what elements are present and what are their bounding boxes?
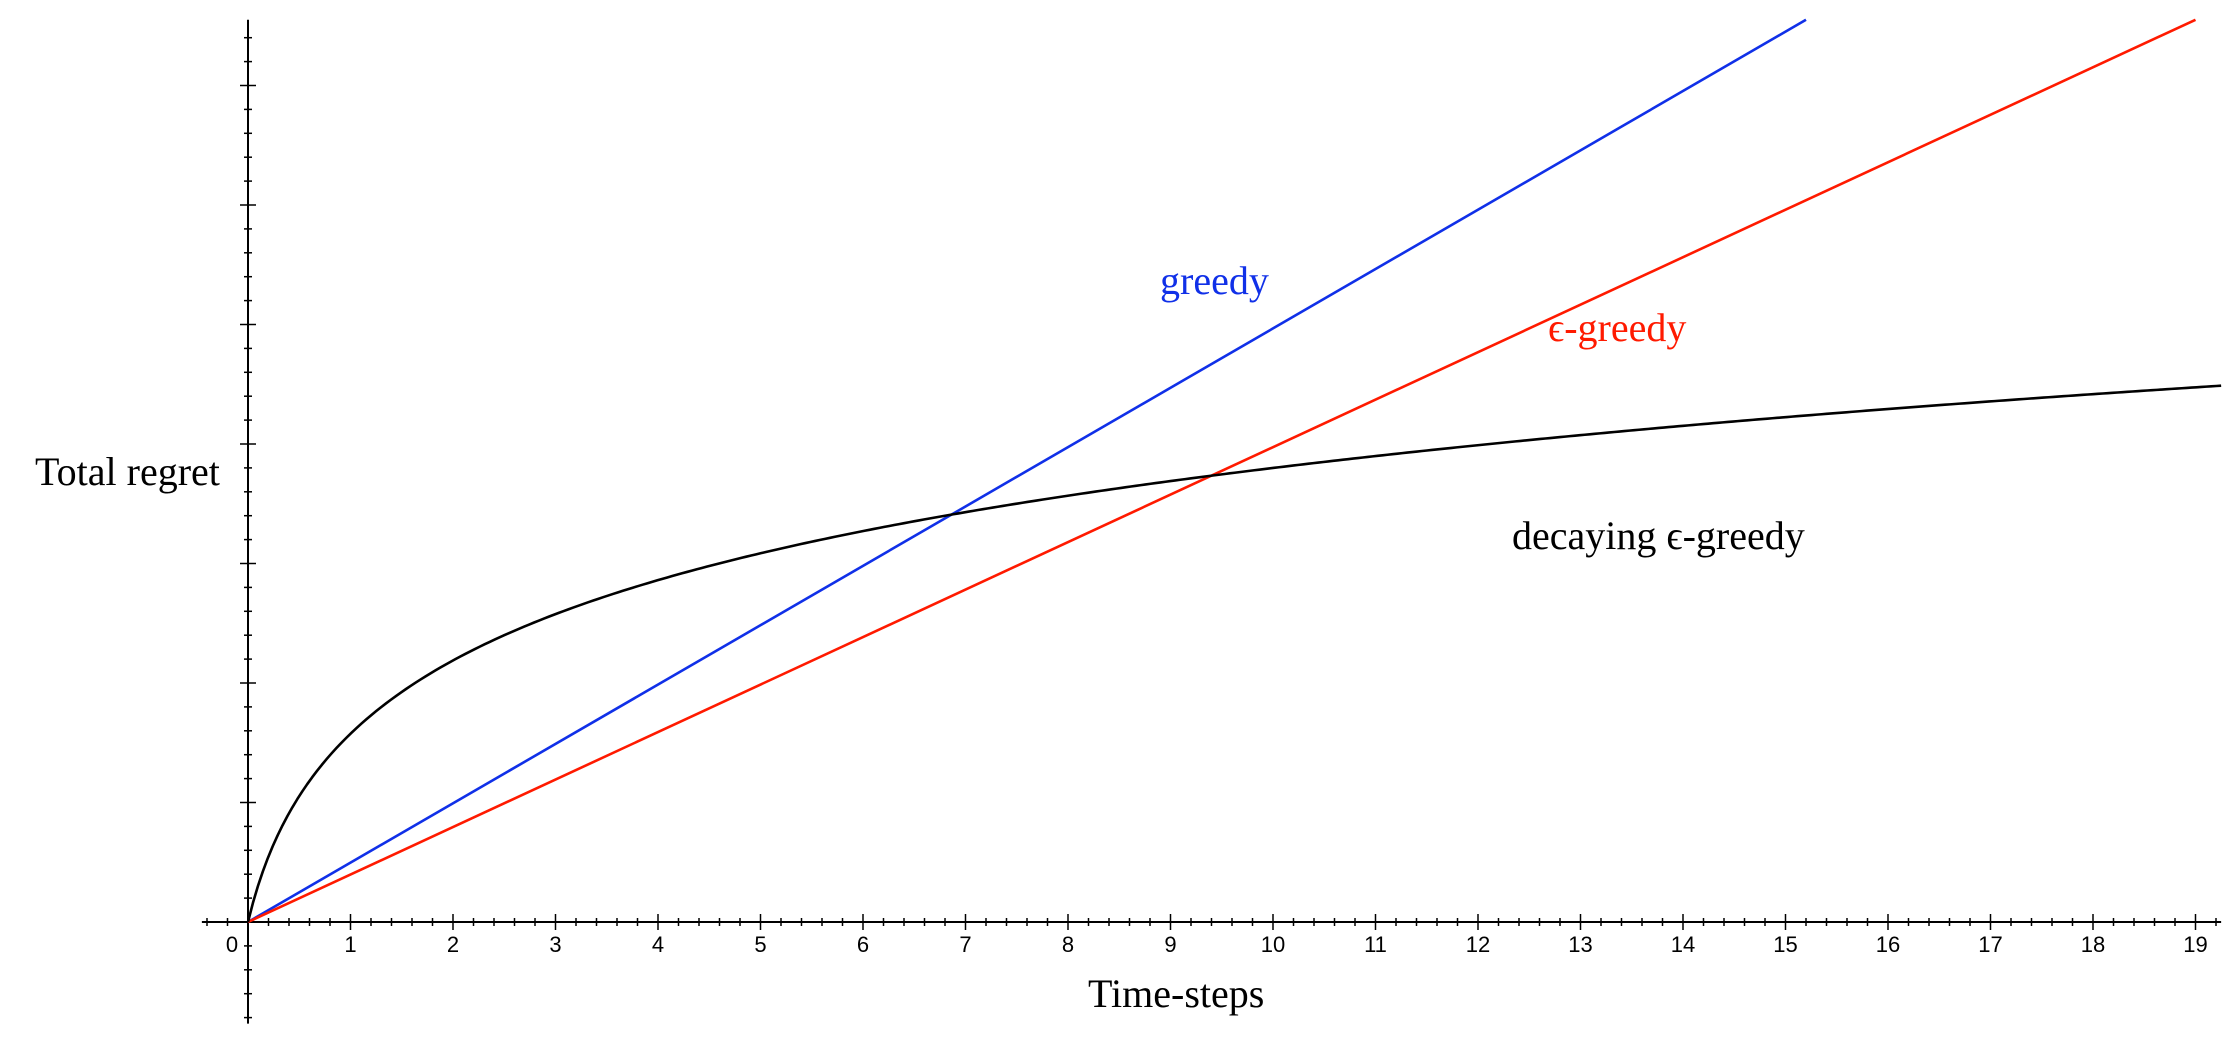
x-tick-label: 11: [1364, 932, 1387, 957]
x-tick-label: 16: [1876, 932, 1900, 957]
x-tick-label: 6: [857, 932, 869, 957]
x-tick-label: 13: [1568, 932, 1592, 957]
x-tick-label: 7: [959, 932, 971, 957]
x-tick-label: 3: [549, 932, 561, 957]
series-layer: [246, 18, 2222, 924]
x-tick-label: 9: [1164, 932, 1176, 957]
x-tick-label: 5: [754, 932, 766, 957]
x-tick-label: 4: [652, 932, 664, 957]
x-tick-label: 0: [226, 932, 238, 957]
axes: 0 1 2 3 4 5 6 7 8 9 10 11 12 13 14 15 16 17 18 19: [201, 19, 2222, 1024]
series-line-greedy: [247, 18, 1807, 924]
x-tick-label: 17: [1978, 932, 2002, 957]
y-axis-title: Total regret: [35, 449, 220, 494]
x-tick-label: 8: [1062, 932, 1074, 957]
x-axis-title: Time-steps: [1088, 971, 1264, 1016]
series-line-epsilon-greedy: [247, 18, 2197, 924]
x-tick-label: 2: [447, 932, 459, 957]
x-tick-label: 15: [1773, 932, 1797, 957]
series-label-epsilon-greedy: ϵ-greedy: [1548, 305, 1686, 350]
x-tick-label: 12: [1466, 932, 1490, 957]
x-tick-label: 1: [344, 932, 356, 957]
series-label-decaying-epsilon-greedy: decaying ϵ-greedy: [1512, 513, 1805, 558]
labels-layer: Total regret Time-steps greedy ϵ-greedy …: [35, 258, 1805, 1016]
series-label-greedy: greedy: [1160, 258, 1269, 303]
x-tick-label: 14: [1671, 932, 1695, 957]
x-tick-label: 19: [2183, 932, 2207, 957]
x-tick-label: 10: [1261, 932, 1285, 957]
x-tick-label: 18: [2081, 932, 2105, 957]
series-line-decaying: [246, 384, 2222, 923]
